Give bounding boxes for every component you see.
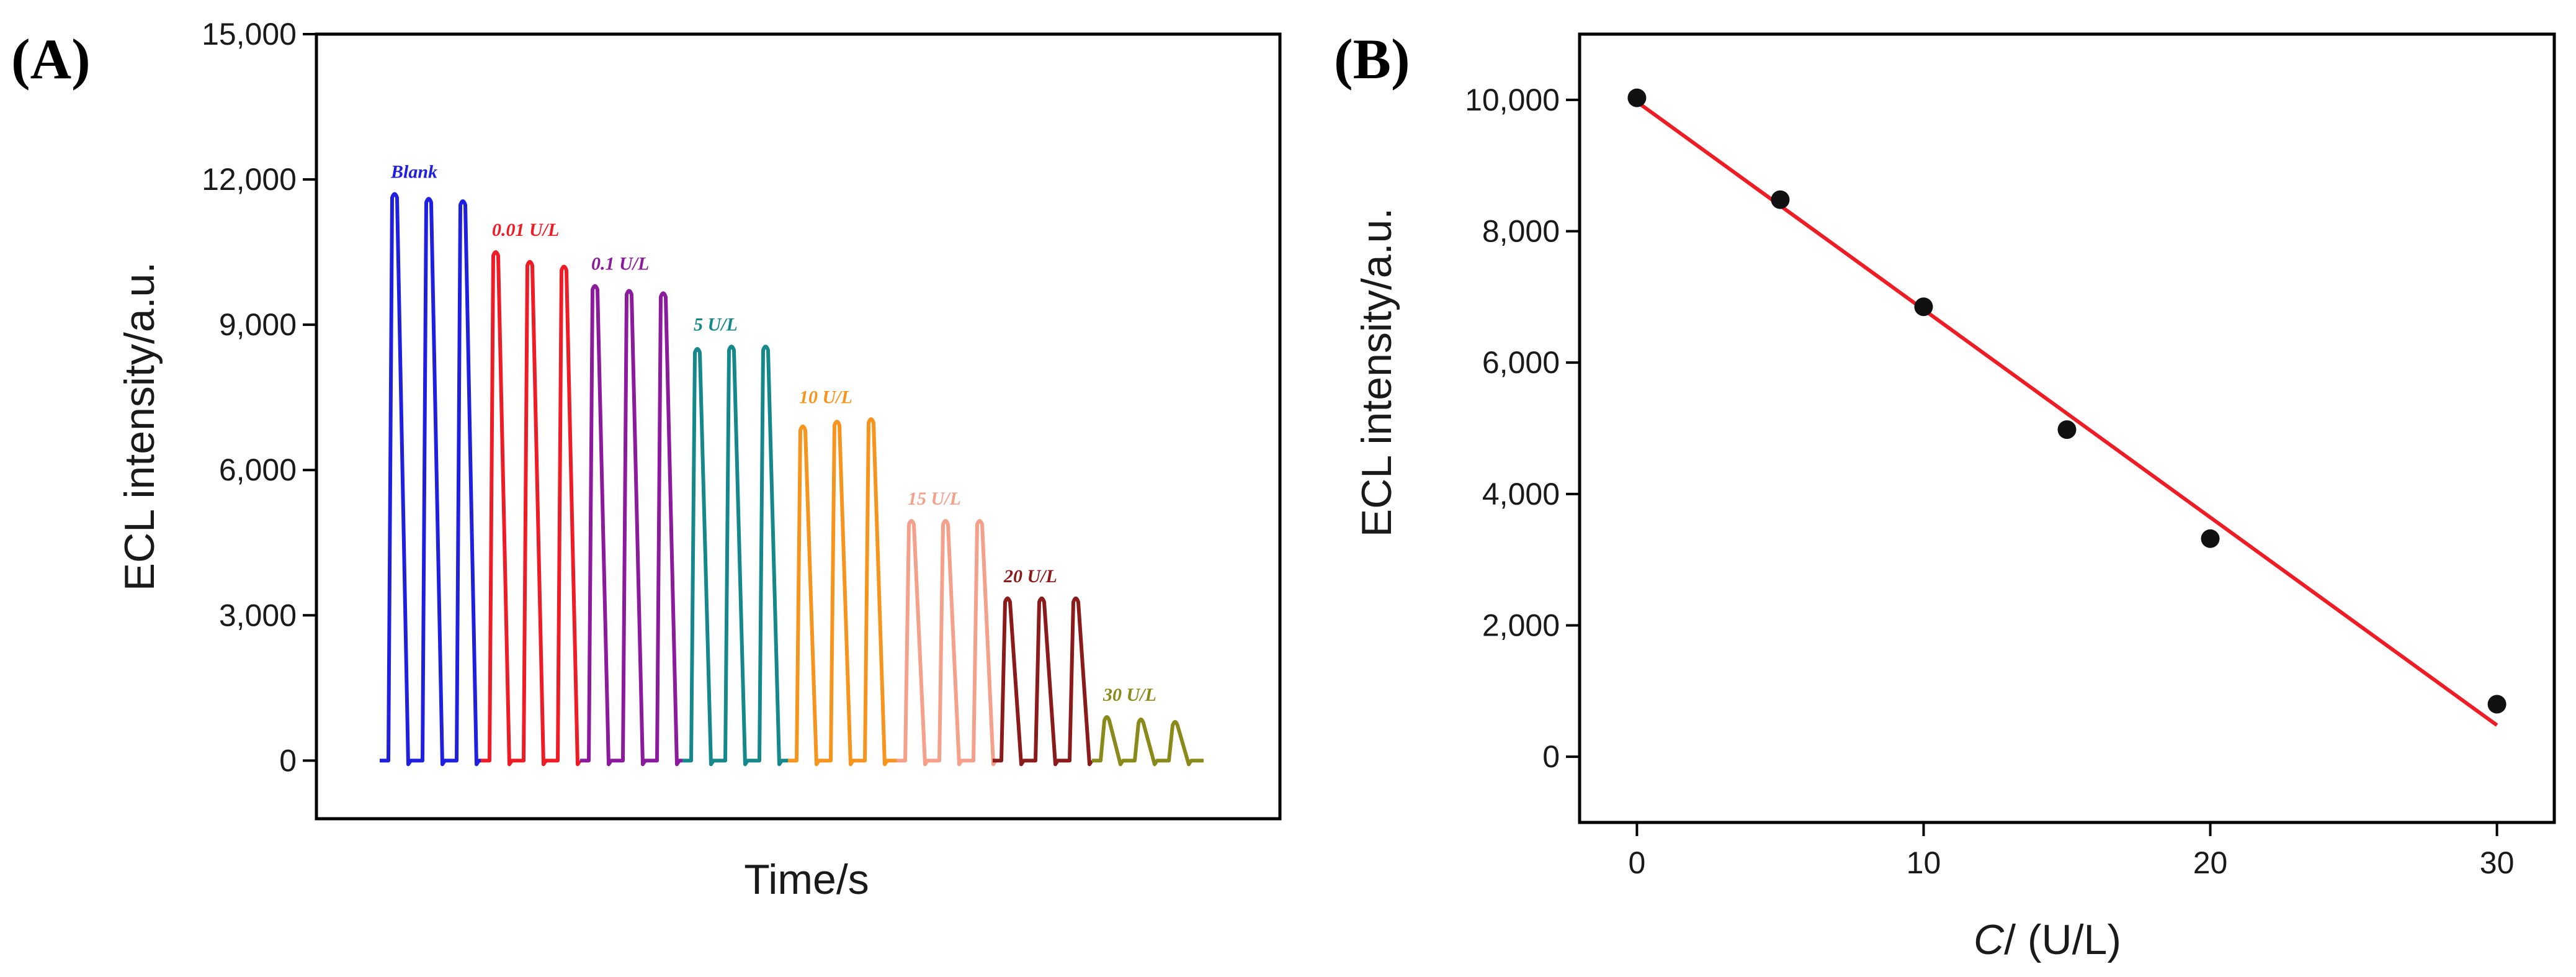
panel-b-x-tick-label: 20 — [2193, 845, 2228, 880]
panel-a-y-tick-label: 9,000 — [219, 307, 297, 342]
panel-a-series-label: 30 U/L — [1102, 685, 1156, 705]
panel-a-y-tick-label: 15,000 — [202, 17, 297, 52]
panel-b-plot-frame — [1578, 32, 2556, 824]
panel-b-fit-line — [1635, 100, 2498, 727]
panel-b-y-tick-label: 6,000 — [1482, 345, 1560, 380]
panel-a-traces — [380, 192, 1204, 767]
panel-b-data-point — [2201, 529, 2220, 548]
panel-b-data-point — [2057, 420, 2077, 439]
panel-b-x-axis-title-variable: C — [1974, 916, 2005, 963]
panel-b-fit-line-path — [1635, 100, 2498, 727]
panel-b-data-point — [1771, 190, 1790, 209]
panel-a-series-label: 0.01 U/L — [492, 220, 559, 240]
panel-b-x-tick-label: 10 — [1907, 845, 1941, 880]
panel-b-x-axis-title: C/ (U/L) — [1974, 916, 2121, 963]
panel-b-y-tick-label: 4,000 — [1482, 477, 1560, 511]
panel-a-y-tick-label: 6,000 — [219, 452, 297, 487]
panel-a-plot-frame — [315, 32, 1282, 821]
panel-a-y-axis: 0 3,000 6,000 9,000 12,000 15,000 — [202, 17, 316, 778]
panel-a-series-label: 10 U/L — [799, 387, 852, 407]
panel-a-trace — [682, 344, 788, 767]
panel-b-y-axis-title: ECL intensity/a.u. — [1353, 208, 1400, 537]
panel-a: (A) 0 3,000 6,000 9,000 12,000 15,000 Blank 0.… — [11, 17, 1282, 903]
panel-a-series-label: Blank — [390, 161, 437, 182]
panel-a-trace — [993, 596, 1094, 767]
panel-b-x-axis: 0 10 20 30 — [1629, 822, 2515, 880]
panel-a-series-label: 15 U/L — [908, 488, 961, 509]
panel-b-data-point — [1914, 297, 1933, 317]
panel-b-y-tick-label: 8,000 — [1482, 214, 1560, 249]
panel-a-series-label: 5 U/L — [694, 314, 738, 335]
panel-a-trace — [380, 192, 481, 767]
panel-a-series-labels: Blank 0.01 U/L 0.1 U/L 5 U/L 10 U/L 15 U/L 20 … — [390, 161, 1156, 705]
panel-b-label: (B) — [1334, 27, 1410, 91]
panel-b-y-tick-label: 0 — [1542, 739, 1560, 774]
panel-b-x-axis-title-unit: / (U/L) — [2004, 916, 2121, 963]
panel-a-trace — [897, 519, 998, 767]
panel-b-y-tick-label: 2,000 — [1482, 608, 1560, 643]
panel-a-x-axis-title: Time/s — [744, 856, 869, 903]
panel-b-x-tick-label: 30 — [2480, 845, 2515, 880]
panel-a-trace — [481, 250, 582, 767]
panel-a-trace — [788, 417, 897, 767]
panel-b-y-tick-label: 10,000 — [1465, 83, 1560, 117]
panel-a-y-axis-title: ECL intensity/a.u. — [116, 262, 163, 591]
panel-a-trace — [1092, 715, 1204, 767]
panel-b-x-tick-label: 0 — [1629, 845, 1646, 880]
panel-a-series-label: 0.1 U/L — [591, 254, 649, 274]
panel-b-y-axis: 0 2,000 4,000 6,000 8,000 10,000 — [1465, 83, 1580, 774]
panel-a-y-tick-label: 3,000 — [219, 598, 297, 633]
panel-a-label: (A) — [11, 27, 91, 91]
panel-a-y-tick-label: 12,000 — [202, 162, 297, 197]
panel-a-trace — [580, 284, 682, 767]
panel-a-series-label: 20 U/L — [1003, 566, 1057, 587]
panel-b-data-point — [2487, 695, 2507, 714]
panel-b-data-point — [1627, 88, 1647, 107]
panel-b-points — [1627, 88, 2507, 714]
panel-a-y-tick-label: 0 — [279, 743, 297, 778]
